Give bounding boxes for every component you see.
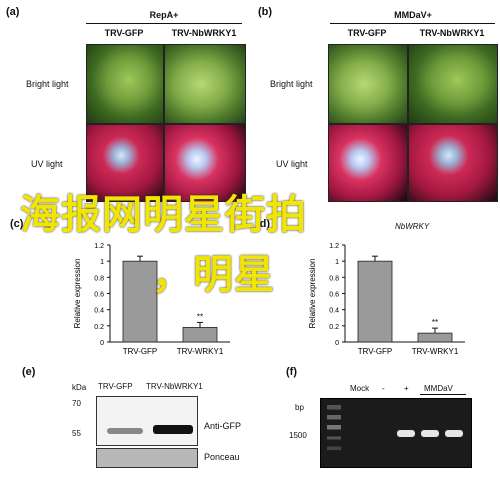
- x-tick-label: TRV-WRKY1: [177, 347, 224, 356]
- panel-d-label: (d): [256, 218, 271, 230]
- panel-f-mock: Mock: [350, 384, 370, 393]
- bar: [122, 260, 158, 343]
- panel-f-bp: bp: [295, 403, 304, 412]
- panel-b-label: (b): [258, 6, 273, 18]
- y-tick-label: 0.6: [329, 292, 339, 299]
- panel-e-marker70: 70: [72, 399, 81, 408]
- bar: [417, 332, 453, 343]
- blot-band-wrky1: [153, 425, 193, 434]
- agarose-gel: [320, 398, 472, 468]
- gel-band-3: [445, 430, 463, 437]
- photo-b-uv-wrky1: [408, 124, 498, 202]
- bar: [182, 327, 218, 343]
- photo-b-bright-gfp: [328, 44, 408, 124]
- panel-a-title-line: [86, 23, 242, 24]
- chart-d: 0 0.2 0.4 0.6 0.8 1 1.2 Relative expression TRV-…: [308, 243, 465, 356]
- y-tick-label: 1: [100, 259, 104, 266]
- overlay-text-line1: 海报网明星街拍: [20, 193, 307, 237]
- photo-a-uv-wrky1: [164, 124, 246, 202]
- charts-svg: 0 0.2 0.4 0.6 0.8 1 1.2 Relative expression TRV-…: [73, 243, 465, 356]
- panel-f-mmdav-line: [420, 394, 466, 395]
- photo-a-uv-gfp: [86, 124, 164, 202]
- y-tick-label: 0.2: [94, 324, 104, 331]
- y-axis-label: Relative expression: [308, 259, 317, 329]
- y-tick-label: 1: [335, 259, 339, 266]
- y-tick-label: 0.4: [329, 308, 339, 315]
- panel-f-mmdav: MMDaV: [424, 384, 453, 393]
- gel-band-1: [397, 430, 415, 437]
- x-tick-label: TRV-WRKY1: [412, 347, 459, 356]
- significance-label: **: [432, 318, 438, 327]
- photo-b-uv-gfp: [328, 124, 408, 202]
- panel-c-label: (c): [10, 218, 24, 230]
- y-tick-label: 0: [335, 340, 339, 347]
- y-tick-label: 0.8: [94, 275, 104, 282]
- panel-e-col2: TRV-NbWRKY1: [146, 382, 203, 391]
- panel-b-row1: Bright light: [270, 79, 313, 89]
- y-tick-label: 0.8: [329, 275, 339, 282]
- panel-a-row2: UV light: [31, 159, 63, 169]
- western-blot-ponceau: [96, 448, 198, 468]
- photo-a-bright-gfp: [86, 44, 164, 124]
- panel-b-col1: TRV-GFP: [347, 28, 387, 38]
- panel-f-label: (f): [286, 366, 297, 378]
- chart-c: 0 0.2 0.4 0.6 0.8 1 1.2 Relative expression TRV-…: [73, 243, 230, 356]
- panel-b-title: MMDaV+: [394, 10, 432, 20]
- y-tick-label: 1.2: [329, 243, 339, 250]
- blot-band-gfp: [107, 428, 143, 434]
- panel-a-title: RepA+: [149, 10, 179, 20]
- panel-e-col1: TRV-GFP: [98, 382, 133, 391]
- significance-label: **: [197, 312, 203, 321]
- panel-a-col1: TRV-GFP: [104, 28, 144, 38]
- panel-e-label: (e): [22, 366, 36, 378]
- gel-band-2: [421, 430, 439, 437]
- panel-e-row2: Ponceau: [204, 452, 240, 462]
- photo-a-bright-wrky1: [164, 44, 246, 124]
- overlay-text-line2: ，明星: [152, 253, 275, 297]
- y-tick-label: 0.6: [94, 292, 104, 299]
- photo-b-bright-wrky1: [408, 44, 498, 124]
- y-tick-label: 1.2: [94, 243, 104, 250]
- panel-e-kda: kDa: [72, 383, 87, 392]
- y-axis-label: Relative expression: [73, 259, 82, 329]
- panel-d-title: NbWRKY: [395, 222, 430, 231]
- panel-f-minus: -: [382, 384, 385, 393]
- y-tick-label: 0: [100, 340, 104, 347]
- panel-e-marker55: 55: [72, 429, 81, 438]
- panel-f-plus: +: [404, 384, 409, 393]
- panel-f-ladder: 1500: [289, 431, 307, 440]
- y-tick-label: 0.4: [94, 308, 104, 315]
- x-tick-label: TRV-GFP: [123, 347, 158, 356]
- panel-a-col2: TRV-NbWRKY1: [171, 28, 237, 38]
- panel-e-row1: Anti-GFP: [204, 421, 242, 431]
- panel-a-label: (a): [6, 6, 20, 18]
- panel-b-title-line: [330, 23, 495, 24]
- panel-b-row2: UV light: [276, 159, 308, 169]
- panel-a-row1: Bright light: [26, 79, 69, 89]
- bar: [357, 260, 393, 343]
- x-tick-label: TRV-GFP: [358, 347, 393, 356]
- gel-ladder-lane: [327, 405, 341, 461]
- panel-b-col2: TRV-NbWRKY1: [419, 28, 485, 38]
- western-blot-anti-gfp: [96, 396, 198, 446]
- y-tick-label: 0.2: [329, 324, 339, 331]
